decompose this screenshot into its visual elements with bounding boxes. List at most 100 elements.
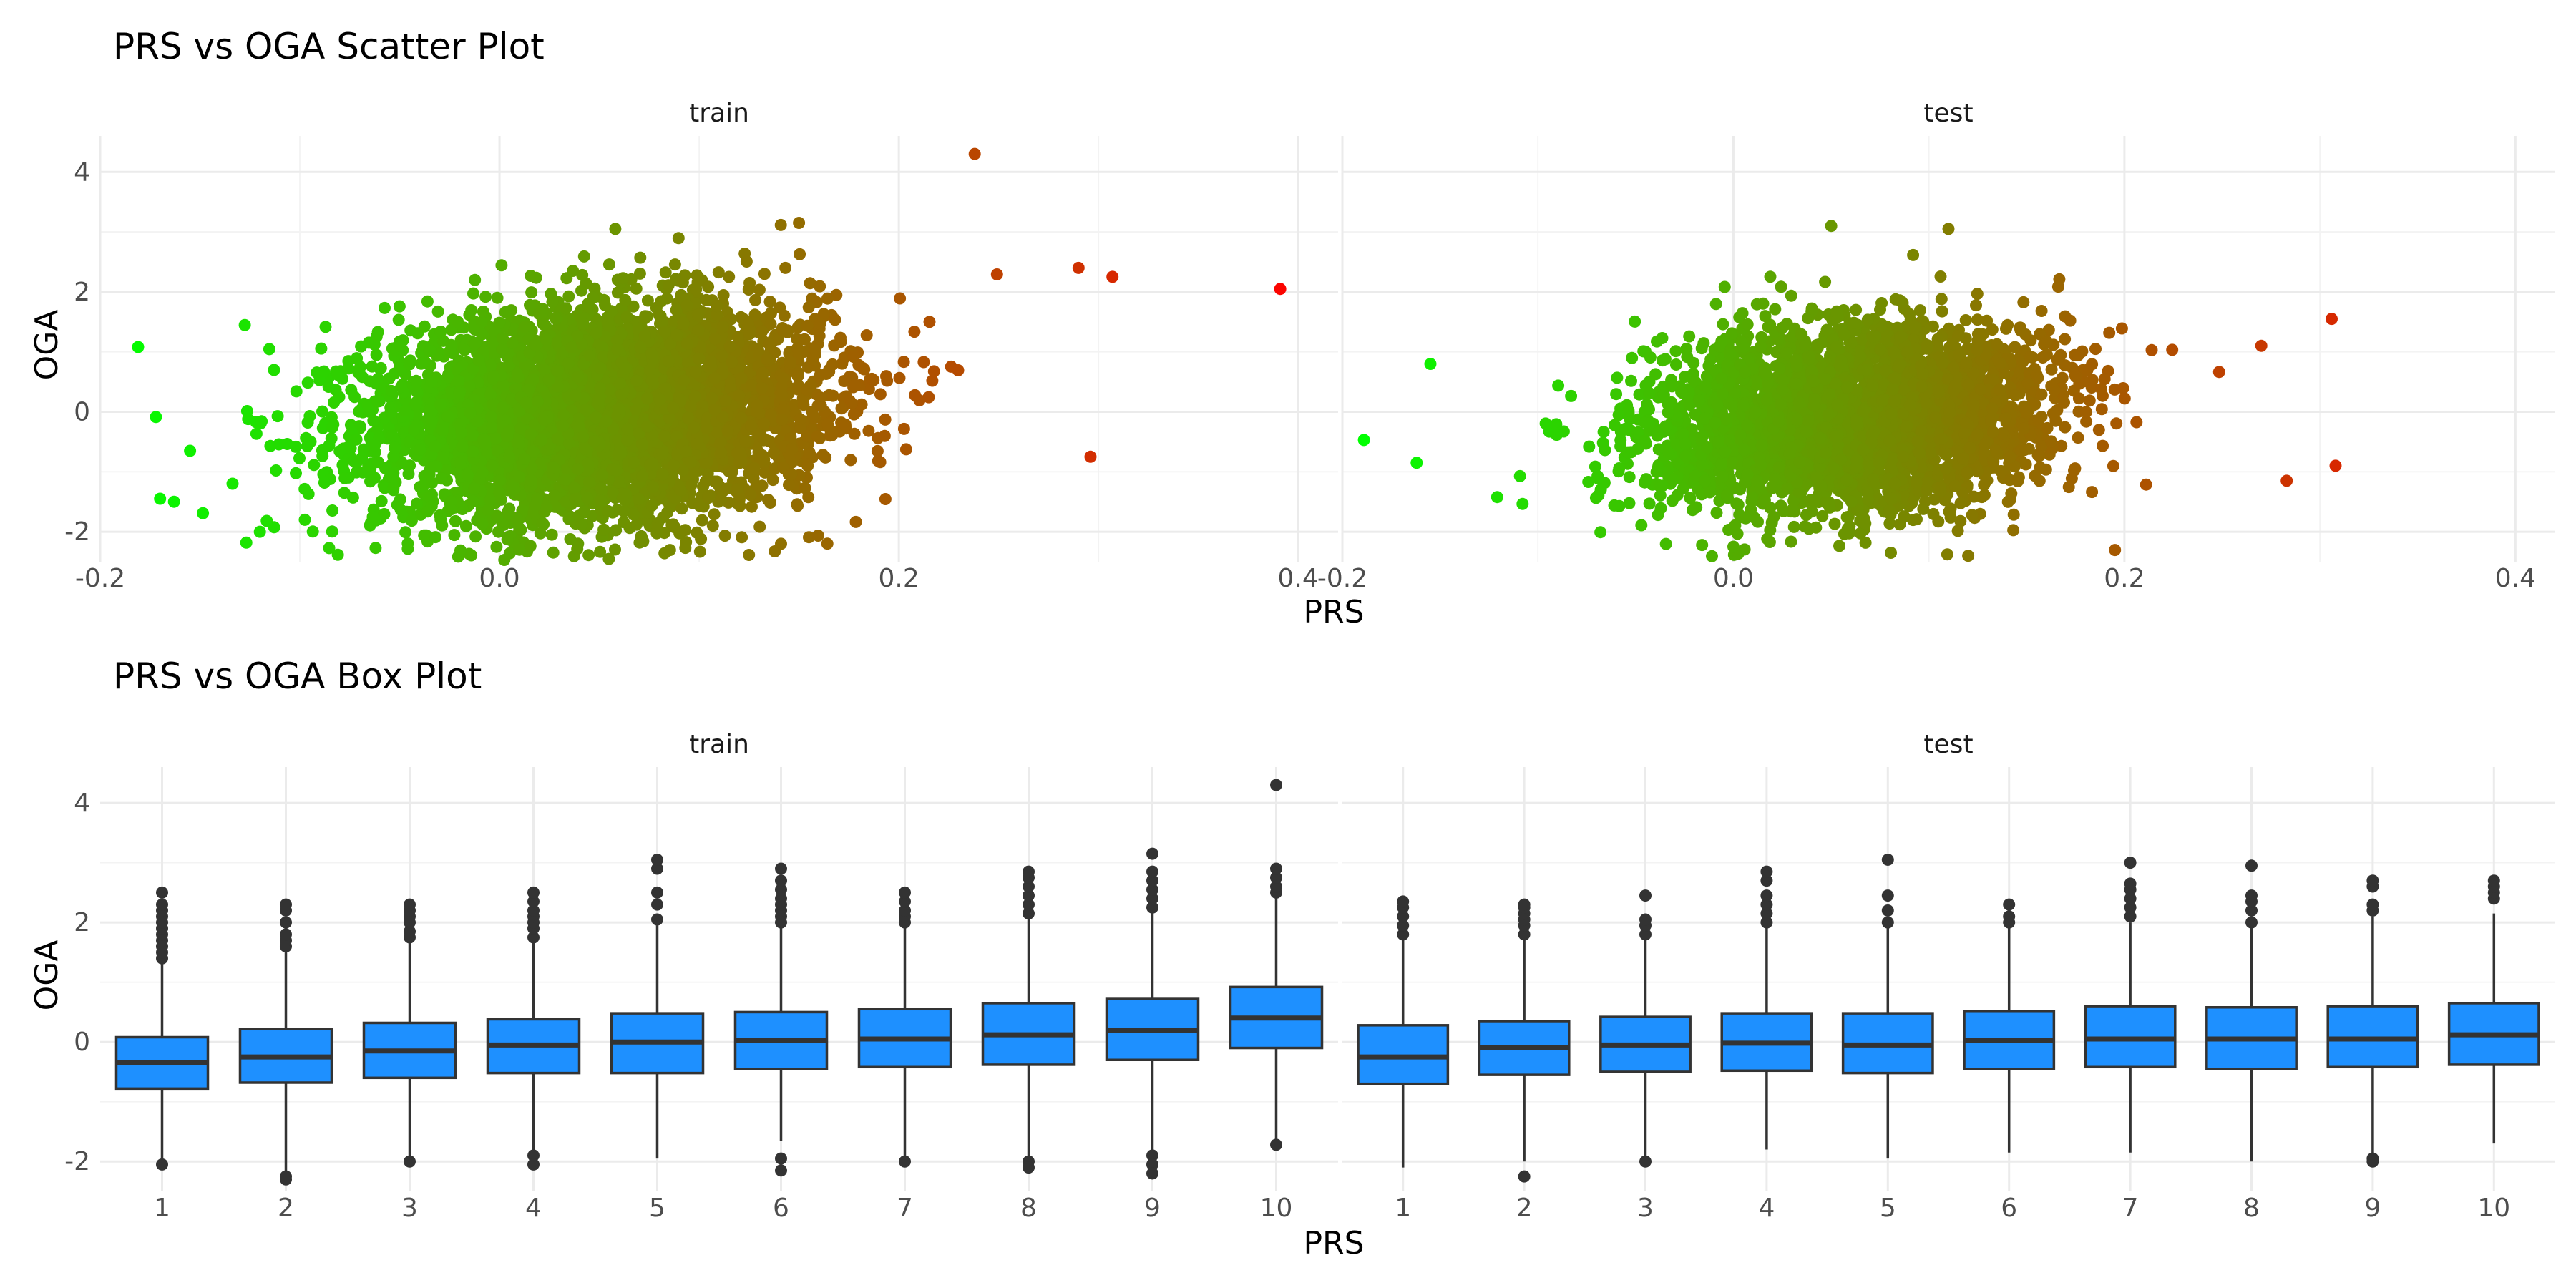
scatter-point	[592, 393, 605, 406]
scatter-point	[633, 267, 646, 280]
scatter-point	[301, 440, 313, 452]
scatter-point	[878, 429, 891, 442]
scatter-point	[783, 479, 795, 492]
scatter-point	[952, 364, 965, 376]
scatter-point	[814, 280, 826, 293]
scatter-point	[467, 445, 479, 458]
scatter-point	[691, 526, 703, 539]
scatter-point	[638, 312, 651, 325]
scatter-point	[799, 482, 811, 494]
scatter-point	[693, 499, 706, 512]
scatter-point	[676, 276, 689, 289]
scatter-point	[537, 318, 550, 331]
scatter-point	[708, 372, 721, 385]
scatter-point	[763, 497, 776, 509]
scatter-point	[881, 374, 894, 387]
scatter-point	[308, 459, 321, 472]
scatter-point	[677, 316, 690, 328]
scatter-point	[268, 364, 280, 376]
scatter-point	[366, 360, 379, 373]
scatter-point	[271, 410, 284, 423]
scatter-point	[387, 467, 400, 479]
scatter-point	[791, 498, 804, 511]
scatter-point	[577, 250, 590, 263]
scatter-point	[740, 255, 753, 268]
scatter-point	[784, 356, 796, 369]
x-tick-label: 0.2	[878, 564, 919, 593]
scatter-point	[619, 293, 632, 306]
scatter-point	[476, 517, 489, 530]
scatter-point	[331, 369, 344, 381]
scatter-point	[371, 456, 384, 469]
scatter-point	[731, 447, 744, 459]
scatter-point	[533, 308, 546, 321]
scatter-point	[779, 261, 792, 274]
scatter-point	[794, 248, 806, 260]
scatter-point	[490, 540, 503, 553]
scatter-point	[326, 504, 339, 517]
scatter-point	[430, 460, 443, 473]
scatter-point	[923, 316, 936, 328]
scatter-point	[495, 259, 508, 272]
y-tick-label: -2	[64, 517, 90, 547]
scatter-point	[315, 342, 328, 355]
scatter-point	[778, 309, 791, 322]
scatter-point	[908, 326, 921, 338]
scatter-point	[250, 427, 263, 440]
scatter-point	[753, 283, 766, 296]
scatter-point	[338, 487, 351, 499]
scatter-point	[238, 318, 251, 331]
scatter-point	[674, 484, 687, 497]
scatter-point	[797, 399, 810, 411]
scatter-point	[399, 526, 412, 539]
scatter-point	[909, 389, 922, 401]
scatter-point	[828, 339, 841, 352]
scatter-point	[897, 422, 910, 435]
scatter-point	[448, 529, 461, 542]
scatter-point	[723, 340, 736, 353]
scatter-point	[726, 356, 738, 369]
scatter-point	[659, 266, 672, 279]
y-tick-label: 0	[74, 397, 90, 426]
scatter-point	[306, 525, 319, 538]
scatter-point	[641, 294, 654, 307]
scatter-point	[618, 505, 630, 518]
scatter-point	[874, 456, 887, 469]
scatter-point	[582, 549, 595, 562]
scatter-point	[577, 505, 590, 518]
scatter-point	[668, 459, 680, 472]
scatter-point	[441, 410, 454, 423]
scatter-point	[814, 391, 827, 404]
scatter-point	[860, 329, 873, 341]
scatter-point	[716, 321, 729, 333]
scatter-point	[879, 413, 892, 426]
scatter-point	[369, 542, 382, 555]
scatter-point	[776, 413, 789, 426]
scatter-point	[345, 384, 358, 396]
scatter-point	[493, 486, 506, 499]
scatter-point	[293, 452, 306, 464]
scatter-point	[606, 463, 619, 476]
scatter-point	[611, 343, 624, 356]
scatter-point	[801, 384, 814, 396]
scatter-point	[821, 537, 834, 550]
scatter-point	[366, 510, 379, 523]
scatter-point	[708, 508, 721, 521]
scatter-point	[811, 530, 824, 542]
scatter-point	[356, 452, 369, 464]
scatter-point	[540, 502, 553, 514]
scatter-point	[670, 303, 683, 316]
scatter-point	[723, 270, 736, 283]
scatter-point	[702, 280, 715, 293]
scatter-point	[429, 531, 442, 544]
scatter-plot-title: PRS vs OGA Scatter Plot	[113, 26, 545, 67]
scatter-point	[816, 449, 829, 462]
scatter-point	[806, 409, 819, 421]
scatter-point	[634, 251, 647, 264]
scatter-point	[616, 492, 629, 504]
scatter-point	[814, 318, 826, 331]
scatter-point	[404, 354, 416, 367]
scatter-point	[150, 411, 162, 424]
scatter-point	[331, 548, 344, 561]
